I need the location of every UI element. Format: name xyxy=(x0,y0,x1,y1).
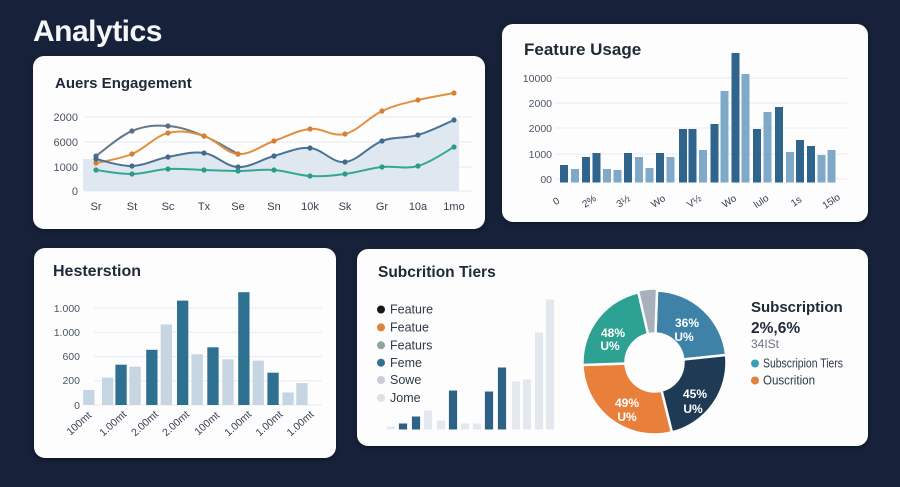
svg-text:1.00mt: 1.00mt xyxy=(285,409,317,439)
svg-text:100mt: 100mt xyxy=(64,409,94,438)
svg-text:100mt: 100mt xyxy=(192,409,222,438)
svg-text:6000: 6000 xyxy=(54,137,78,149)
svg-text:U%: U% xyxy=(683,402,703,416)
svg-text:10k: 10k xyxy=(301,201,319,213)
svg-text:0: 0 xyxy=(74,400,80,412)
svg-text:2.00mt: 2.00mt xyxy=(160,409,192,439)
svg-text:Subscripion Tiers: Subscripion Tiers xyxy=(763,357,843,371)
svg-text:36%: 36% xyxy=(675,316,699,330)
svg-text:1000: 1000 xyxy=(54,162,78,174)
svg-text:lulo: lulo xyxy=(752,193,771,211)
svg-text:Featurs: Featurs xyxy=(390,339,432,353)
svg-text:Sk: Sk xyxy=(339,201,352,213)
svg-text:2000: 2000 xyxy=(54,112,78,124)
svg-text:Jome: Jome xyxy=(390,391,421,405)
svg-text:2000: 2000 xyxy=(529,98,553,110)
svg-text:200: 200 xyxy=(62,375,80,387)
svg-text:Wo: Wo xyxy=(720,193,739,211)
svg-text:Wo: Wo xyxy=(649,193,668,211)
svg-text:1.00mt: 1.00mt xyxy=(222,409,254,439)
svg-text:1000: 1000 xyxy=(529,149,553,161)
svg-text:49%: 49% xyxy=(615,396,639,410)
svg-text:1mo: 1mo xyxy=(443,201,464,213)
svg-text:St: St xyxy=(127,201,137,213)
svg-text:Sowe: Sowe xyxy=(390,373,421,387)
svg-text:0: 0 xyxy=(72,186,78,198)
svg-text:10000: 10000 xyxy=(523,73,552,85)
svg-text:1s: 1s xyxy=(789,194,804,209)
svg-text:Feature: Feature xyxy=(390,303,433,317)
svg-text:Ouscrition: Ouscrition xyxy=(763,374,815,388)
svg-text:Se: Se xyxy=(231,201,244,213)
svg-text:48%: 48% xyxy=(601,326,625,340)
svg-text:15lo: 15lo xyxy=(821,192,843,212)
svg-text:34ISt: 34ISt xyxy=(751,337,780,351)
svg-text:2%,6%: 2%,6% xyxy=(751,320,800,337)
svg-text:2%: 2% xyxy=(581,193,599,210)
svg-text:U%: U% xyxy=(617,410,637,424)
svg-text:1.000: 1.000 xyxy=(54,327,80,339)
svg-text:00: 00 xyxy=(540,174,552,186)
svg-text:U%: U% xyxy=(600,339,620,353)
svg-text:Tx: Tx xyxy=(198,201,211,213)
svg-text:V½: V½ xyxy=(685,193,704,211)
svg-text:2.00mt: 2.00mt xyxy=(129,409,161,439)
svg-text:Feme: Feme xyxy=(390,356,422,370)
svg-text:Sn: Sn xyxy=(267,201,280,213)
svg-text:0: 0 xyxy=(551,196,562,208)
svg-text:45%: 45% xyxy=(683,387,707,401)
svg-text:2000: 2000 xyxy=(529,123,553,135)
svg-text:Subscription: Subscription xyxy=(751,299,843,316)
svg-text:600: 600 xyxy=(62,351,80,363)
svg-text:1.00mt: 1.00mt xyxy=(97,409,129,439)
svg-text:Sc: Sc xyxy=(162,201,175,213)
svg-text:10a: 10a xyxy=(409,201,428,213)
svg-text:1.00mt: 1.00mt xyxy=(253,409,285,439)
svg-text:Sr: Sr xyxy=(91,201,102,213)
svg-text:1.000: 1.000 xyxy=(54,303,80,315)
svg-text:3½: 3½ xyxy=(615,193,633,210)
svg-text:Gr: Gr xyxy=(376,201,389,213)
svg-text:Featue: Featue xyxy=(390,321,429,335)
svg-text:U%: U% xyxy=(674,330,694,344)
